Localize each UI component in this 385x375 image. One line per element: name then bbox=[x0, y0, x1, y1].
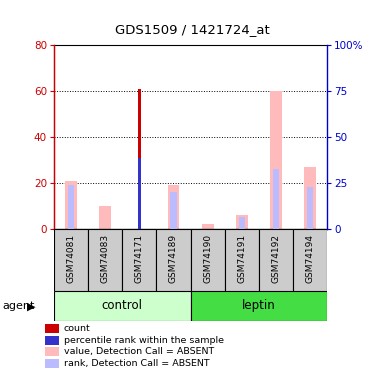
Bar bbox=[45, 359, 59, 368]
Text: leptin: leptin bbox=[242, 299, 276, 312]
Text: value, Detection Call = ABSENT: value, Detection Call = ABSENT bbox=[64, 347, 214, 356]
Text: GSM74190: GSM74190 bbox=[203, 234, 212, 283]
Bar bbox=[273, 169, 279, 229]
Bar bbox=[191, 229, 225, 291]
Bar bbox=[138, 88, 141, 229]
Bar bbox=[304, 167, 316, 229]
Bar bbox=[99, 206, 111, 229]
Bar bbox=[45, 324, 59, 333]
Text: control: control bbox=[102, 299, 143, 312]
Text: GSM74083: GSM74083 bbox=[100, 234, 110, 283]
Bar bbox=[170, 192, 177, 229]
Bar bbox=[156, 229, 191, 291]
Bar bbox=[65, 180, 77, 229]
Bar bbox=[202, 224, 214, 229]
Bar bbox=[138, 158, 141, 229]
Bar bbox=[88, 229, 122, 291]
Bar bbox=[191, 291, 327, 321]
Text: percentile rank within the sample: percentile rank within the sample bbox=[64, 336, 224, 345]
Bar bbox=[45, 336, 59, 345]
Text: agent: agent bbox=[2, 302, 34, 311]
Bar bbox=[307, 188, 313, 229]
Bar bbox=[239, 217, 245, 229]
Text: GSM74194: GSM74194 bbox=[306, 234, 315, 283]
Bar bbox=[167, 185, 179, 229]
Bar bbox=[236, 215, 248, 229]
Bar bbox=[270, 91, 282, 229]
Text: rank, Detection Call = ABSENT: rank, Detection Call = ABSENT bbox=[64, 359, 209, 368]
Text: ▶: ▶ bbox=[27, 302, 36, 311]
Text: GSM74081: GSM74081 bbox=[67, 234, 75, 283]
Text: GSM74189: GSM74189 bbox=[169, 234, 178, 283]
Text: GSM74171: GSM74171 bbox=[135, 234, 144, 283]
Bar bbox=[45, 347, 59, 356]
Bar bbox=[259, 229, 293, 291]
Bar bbox=[225, 229, 259, 291]
Bar bbox=[122, 229, 156, 291]
Text: GSM74192: GSM74192 bbox=[271, 234, 281, 283]
Text: GSM74191: GSM74191 bbox=[237, 234, 246, 283]
Bar bbox=[54, 229, 88, 291]
Bar bbox=[293, 229, 327, 291]
Bar bbox=[68, 185, 74, 229]
Text: GDS1509 / 1421724_at: GDS1509 / 1421724_at bbox=[115, 22, 270, 36]
Bar bbox=[54, 291, 191, 321]
Text: count: count bbox=[64, 324, 90, 333]
